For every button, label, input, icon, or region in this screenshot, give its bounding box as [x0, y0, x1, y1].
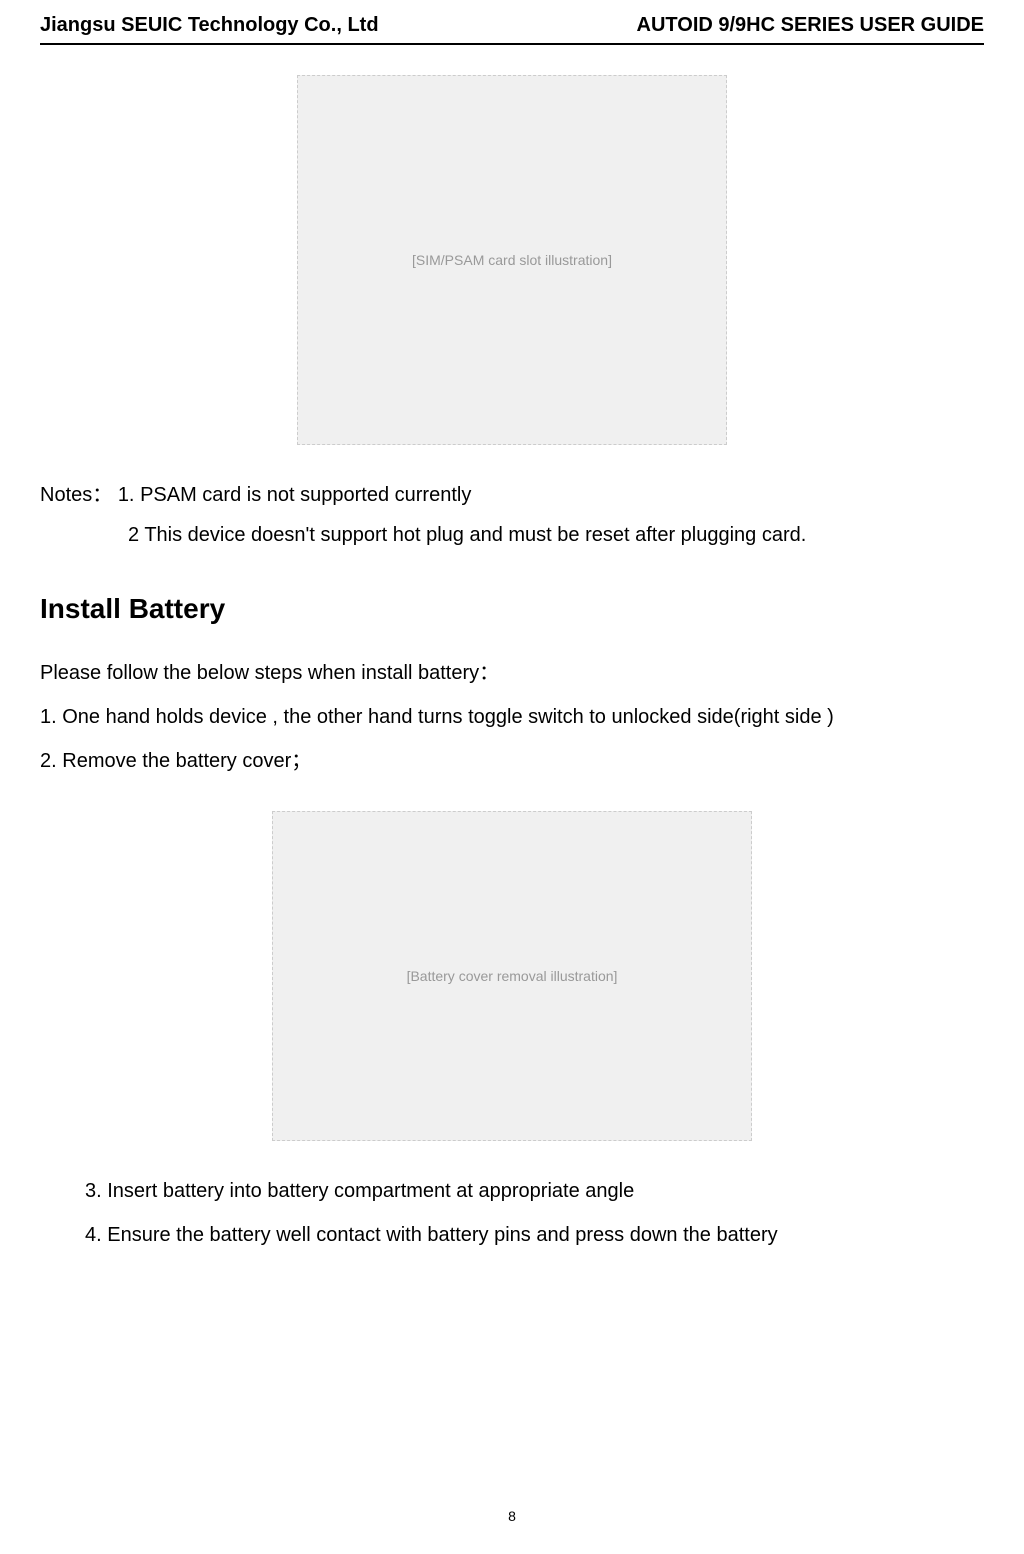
- step4-text: Ensure the battery well contact with bat…: [107, 1224, 777, 1246]
- notes-block: Notes： 1. PSAM card is not supported cur…: [40, 475, 984, 555]
- figure1-label: [SIM/PSAM card slot illustration]: [412, 252, 612, 268]
- step3-prefix: 3.: [85, 1180, 107, 1202]
- step-3: 3. Insert battery into battery compartme…: [85, 1171, 984, 1211]
- page-number: 8: [0, 1508, 1024, 1524]
- page-header: Jiangsu SEUIC Technology Co., Ltd AUTOID…: [40, 0, 984, 45]
- step2-text: Remove the battery cover；: [62, 750, 311, 772]
- figure-sim-slot: [SIM/PSAM card slot illustration]: [297, 75, 727, 445]
- step1-prefix: 1.: [40, 706, 62, 728]
- step1-text: One hand holds device , the other hand t…: [62, 706, 834, 728]
- section-intro: Please follow the below steps when insta…: [40, 653, 984, 693]
- figure-battery-cover: [Battery cover removal illustration]: [272, 811, 752, 1141]
- step-4: 4. Ensure the battery well contact with …: [85, 1215, 984, 1255]
- notes-item1-text-b: currently: [395, 484, 472, 506]
- notes-item-2: 2 This device doesn't support hot plug a…: [128, 515, 984, 555]
- notes-label: Notes：: [40, 484, 112, 506]
- notes-item2-text: This device doesn't support hot plug and…: [144, 524, 806, 546]
- notes-item1-prefix: 1.: [118, 484, 140, 506]
- step2-prefix: 2.: [40, 750, 62, 772]
- step-2: 2. Remove the battery cover；: [40, 741, 984, 781]
- figure2-label: [Battery cover removal illustration]: [407, 968, 618, 984]
- notes-item-1: 1. PSAM card is not supported currently: [118, 484, 472, 506]
- step-list-bottom: 3. Insert battery into battery compartme…: [85, 1171, 984, 1255]
- notes-item1-text-a: PSAM card is not supported: [140, 484, 395, 506]
- notes-item2-prefix: 2: [128, 524, 144, 546]
- step-1: 1. One hand holds device , the other han…: [40, 697, 984, 737]
- header-doc-title: AUTOID 9/9HC SERIES USER GUIDE: [637, 14, 984, 37]
- header-company: Jiangsu SEUIC Technology Co., Ltd: [40, 14, 379, 37]
- step4-prefix: 4.: [85, 1224, 107, 1246]
- section-heading-install-battery: Install Battery: [40, 593, 984, 625]
- step3-text: Insert battery into battery compartment …: [107, 1180, 634, 1202]
